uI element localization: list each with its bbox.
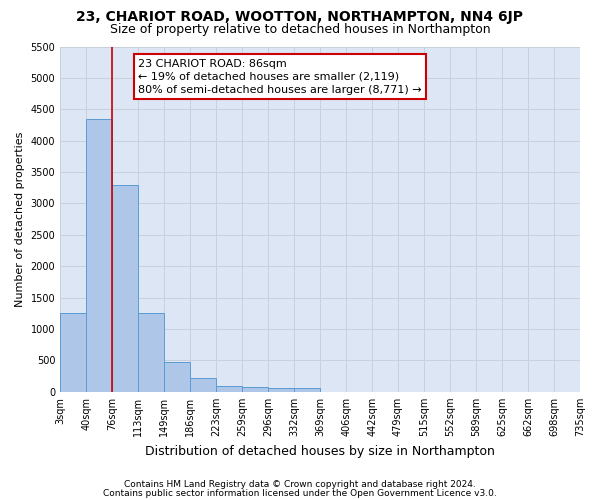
Bar [216, 386, 242, 392]
Bar [294, 388, 320, 392]
Text: Contains HM Land Registry data © Crown copyright and database right 2024.: Contains HM Land Registry data © Crown c… [124, 480, 476, 489]
Bar [138, 313, 164, 392]
Bar [164, 362, 190, 392]
Bar [86, 118, 112, 392]
Text: Size of property relative to detached houses in Northampton: Size of property relative to detached ho… [110, 22, 490, 36]
X-axis label: Distribution of detached houses by size in Northampton: Distribution of detached houses by size … [145, 444, 495, 458]
Bar [60, 313, 86, 392]
Bar [112, 184, 138, 392]
Bar [268, 388, 294, 392]
Text: 23, CHARIOT ROAD, WOOTTON, NORTHAMPTON, NN4 6JP: 23, CHARIOT ROAD, WOOTTON, NORTHAMPTON, … [77, 10, 523, 24]
Bar [190, 378, 216, 392]
Text: Contains public sector information licensed under the Open Government Licence v3: Contains public sector information licen… [103, 488, 497, 498]
Y-axis label: Number of detached properties: Number of detached properties [15, 132, 25, 307]
Bar [242, 388, 268, 392]
Text: 23 CHARIOT ROAD: 86sqm
← 19% of detached houses are smaller (2,119)
80% of semi-: 23 CHARIOT ROAD: 86sqm ← 19% of detached… [138, 58, 422, 95]
